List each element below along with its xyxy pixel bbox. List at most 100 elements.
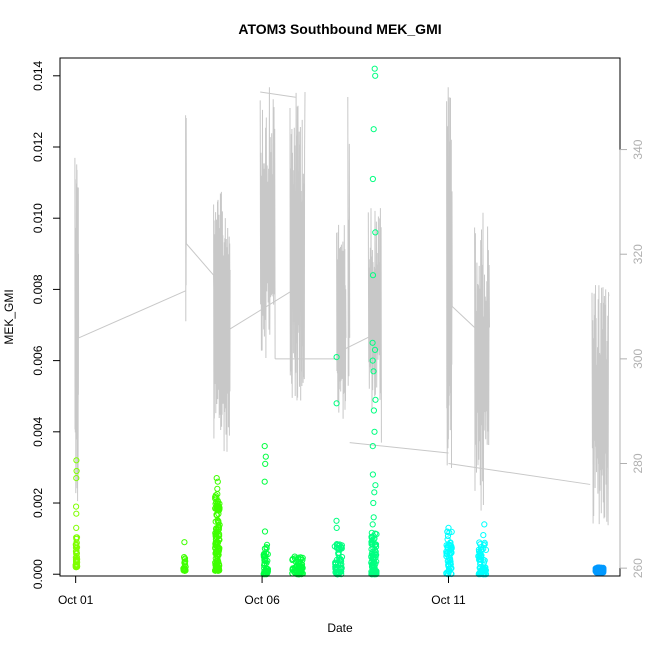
data-point xyxy=(262,567,269,574)
data-point xyxy=(212,567,219,574)
data-point xyxy=(72,542,80,549)
data-point xyxy=(212,542,219,549)
secondary-line-segment xyxy=(213,191,231,452)
y2-tick-label: 260 xyxy=(631,558,645,578)
y-axis-left: 0.000 0.002 0.004 0.006 0.008 0.010 0.012 0.014 xyxy=(31,60,61,589)
data-point xyxy=(216,546,223,553)
data-point xyxy=(369,536,376,544)
secondary-line-segment xyxy=(259,87,276,359)
secondary-line-segment xyxy=(446,87,453,469)
data-point xyxy=(369,556,377,563)
y2-tick-label: 280 xyxy=(631,453,645,473)
data-point xyxy=(262,453,269,460)
data-point xyxy=(372,229,379,236)
data-point xyxy=(369,471,376,478)
data-point xyxy=(335,549,342,556)
data-point xyxy=(371,564,378,571)
x-axis: Oct 01 Oct 06 Oct 11 xyxy=(58,575,466,607)
data-point xyxy=(73,457,80,464)
y-tick-label: 0.002 xyxy=(31,488,45,518)
secondary-line-segment xyxy=(367,208,382,443)
data-point xyxy=(181,539,188,546)
y-tick-label: 0.006 xyxy=(31,345,45,375)
secondary-line-segment xyxy=(289,91,306,401)
secondary-line-segment xyxy=(74,157,80,502)
data-point xyxy=(335,569,342,576)
data-point xyxy=(74,559,81,566)
data-point xyxy=(291,568,298,575)
data-point xyxy=(480,532,487,539)
data-point xyxy=(73,550,80,557)
data-point xyxy=(480,570,487,578)
data-point xyxy=(369,521,376,528)
data-point xyxy=(475,546,482,553)
data-point xyxy=(445,524,452,532)
data-point xyxy=(338,542,345,549)
data-point xyxy=(212,525,220,532)
y-tick-label: 0.000 xyxy=(31,559,45,589)
data-point xyxy=(476,539,483,546)
secondary-line-connector xyxy=(186,243,214,276)
data-point xyxy=(448,528,455,536)
secondary-line-connector xyxy=(448,463,591,485)
data-point xyxy=(448,565,455,572)
y2-tick-label: 340 xyxy=(631,139,645,159)
data-point xyxy=(261,443,268,450)
data-point xyxy=(73,547,80,554)
data-point xyxy=(369,272,377,279)
data-point xyxy=(372,72,379,79)
data-point xyxy=(372,482,379,489)
data-point xyxy=(73,510,80,517)
data-point xyxy=(369,443,376,450)
data-point xyxy=(371,489,378,496)
secondary-series-layer xyxy=(74,87,610,526)
data-point xyxy=(213,494,220,501)
data-point xyxy=(73,534,81,541)
data-point xyxy=(214,485,221,492)
data-point xyxy=(481,541,488,548)
data-point xyxy=(73,524,80,532)
data-point xyxy=(370,570,377,578)
secondary-line-connector xyxy=(215,290,293,339)
secondary-line-segment xyxy=(591,285,610,526)
data-point xyxy=(370,514,377,521)
x-tick-label: Oct 06 xyxy=(244,593,280,607)
secondary-line-segment xyxy=(474,212,490,511)
data-point xyxy=(212,518,219,525)
data-point xyxy=(73,562,81,569)
data-point xyxy=(369,357,376,364)
data-point xyxy=(370,368,377,375)
data-point xyxy=(213,475,220,482)
data-point xyxy=(215,504,222,511)
data-point xyxy=(180,567,187,574)
y-axis-right: 260 280 300 320 340 xyxy=(619,139,645,578)
data-point xyxy=(261,478,268,485)
secondary-line-connector xyxy=(349,442,449,454)
data-point xyxy=(333,524,340,532)
data-point xyxy=(370,126,377,133)
data-point xyxy=(215,518,222,525)
data-point xyxy=(263,544,270,551)
data-point xyxy=(261,528,269,535)
data-point xyxy=(481,521,488,528)
data-point xyxy=(212,493,219,501)
data-point xyxy=(371,428,378,435)
data-point xyxy=(337,561,344,569)
data-point xyxy=(214,478,221,485)
secondary-line-connector xyxy=(260,91,296,98)
y-tick-label: 0.004 xyxy=(31,416,45,446)
data-point xyxy=(477,564,484,571)
data-point xyxy=(295,569,302,576)
secondary-line-connector xyxy=(78,290,186,339)
data-point xyxy=(214,567,221,574)
data-point xyxy=(372,530,379,537)
y2-tick-label: 320 xyxy=(631,244,645,264)
data-point xyxy=(369,552,376,559)
data-point xyxy=(480,542,487,549)
data-point xyxy=(263,559,270,567)
data-point xyxy=(294,559,301,566)
data-point xyxy=(215,510,222,518)
data-point xyxy=(215,532,222,539)
